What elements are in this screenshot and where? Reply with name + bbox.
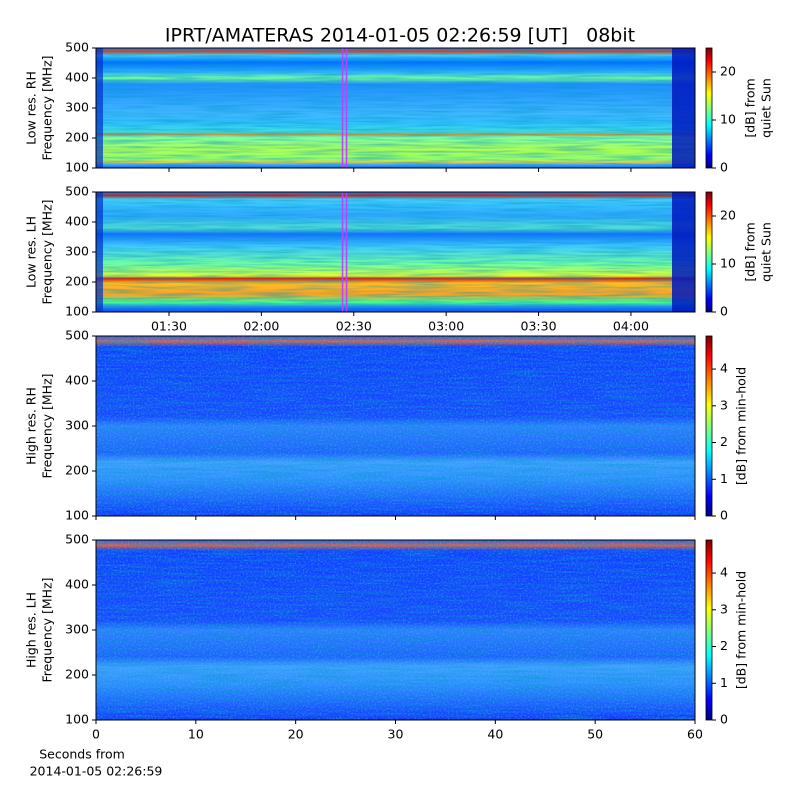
colorbar-label: [dB] from [743,78,758,137]
y-axis-label: High res. RH [24,387,39,465]
data-gap [672,48,695,168]
y-axis-label: Frequency [MHz] [40,199,55,304]
colorbar-tick-label: 10 [720,256,736,271]
x-tick-label: 02:00 [243,319,279,334]
y-tick-label: 100 [65,160,89,175]
colorbar-label: quiet Sun [759,222,774,282]
spectrogram-texture [96,336,695,516]
y-tick-label: 100 [65,712,89,727]
x-tick-label: 50 [587,727,603,742]
colorbar-tick-label: 0 [720,508,728,523]
data-gap [672,192,695,312]
spectrogram-texture [96,540,695,720]
y-axis-label: Frequency [MHz] [40,55,55,160]
y-axis-label: Frequency [MHz] [40,373,55,478]
colorbar [705,335,713,517]
colorbar-tick-label: 4 [720,565,728,580]
x-tick-label: 01:30 [151,319,187,334]
y-tick-label: 500 [65,40,89,55]
colorbar-tick-label: 3 [720,601,728,616]
y-tick-label: 400 [65,373,89,388]
x-tick-label: 30 [388,727,404,742]
colorbar-tick-label: 20 [720,64,736,79]
colorbar-tick-label: 2 [720,434,728,449]
y-axis-label: Frequency [MHz] [40,577,55,682]
colorbar-tick-label: 0 [720,712,728,727]
data-gap [96,48,103,168]
colorbar-tick-label: 10 [720,112,736,127]
y-tick-label: 300 [65,244,89,259]
x-tick-label: 0 [92,727,100,742]
y-tick-label: 100 [65,304,89,319]
x-tick-label: 03:30 [521,319,557,334]
y-tick-label: 400 [65,577,89,592]
figure-title: IPRT/AMATERAS 2014-01-05 02:26:59 [UT] 0… [165,25,635,47]
colorbar-tick-label: 2 [720,638,728,653]
x-tick-label: 20 [288,727,304,742]
colorbar-tick-label: 0 [720,160,728,175]
spectrogram-texture [96,48,695,168]
y-tick-label: 300 [65,418,89,433]
y-tick-label: 300 [65,100,89,115]
y-tick-label: 500 [65,328,89,343]
colorbar-tick-label: 1 [720,471,728,486]
x-tick-label: 40 [487,727,503,742]
colorbar-tick-label: 4 [720,361,728,376]
spectrogram-texture [96,192,695,312]
colorbar [705,47,713,169]
colorbar [705,191,713,313]
y-axis-label: High res. LH [24,592,39,668]
y-tick-label: 500 [65,184,89,199]
x-tick-label: 60 [687,727,703,742]
y-tick-label: 200 [65,667,89,682]
x-tick-label: 10 [188,727,204,742]
y-tick-label: 200 [65,274,89,289]
y-tick-label: 500 [65,532,89,547]
colorbar-label: [dB] from min-hold [734,571,749,689]
y-axis-label: Low res. RH [24,71,39,145]
x-axis-label: 2014-01-05 02:26:59 [30,764,163,779]
y-tick-label: 100 [65,508,89,523]
x-tick-label: 02:30 [336,319,372,334]
colorbar-label: [dB] from [743,222,758,281]
x-tick-label: 03:00 [428,319,464,334]
colorbar-label: [dB] from min-hold [734,367,749,485]
y-tick-label: 300 [65,622,89,637]
colorbar-tick-label: 3 [720,397,728,412]
colorbar-tick-label: 20 [720,208,736,223]
y-tick-label: 400 [65,70,89,85]
y-axis-label: Low res. LH [24,216,39,288]
colorbar-tick-label: 0 [720,304,728,319]
colorbar-label: quiet Sun [759,78,774,138]
y-tick-label: 200 [65,463,89,478]
colorbar-tick-label: 1 [720,675,728,690]
data-gap [96,192,103,312]
colorbar [705,539,713,721]
x-axis-label: Seconds from [39,747,125,762]
x-tick-label: 04:00 [613,319,649,334]
y-tick-label: 400 [65,214,89,229]
y-tick-label: 200 [65,130,89,145]
